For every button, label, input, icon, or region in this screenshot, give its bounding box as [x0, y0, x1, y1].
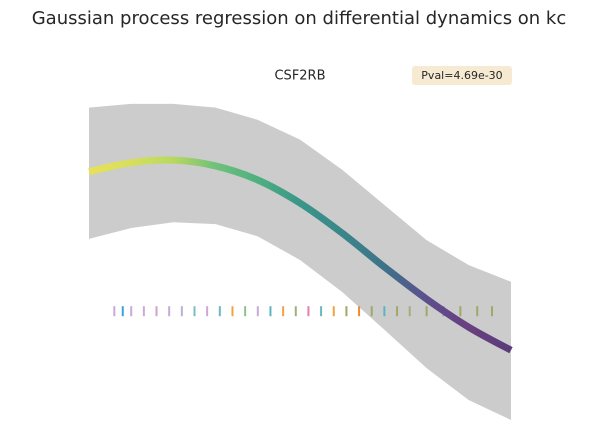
- confidence-band: [89, 103, 511, 420]
- subtitle: CSF2RB: [274, 69, 325, 84]
- mean-line: [88, 156, 513, 354]
- annotation-box: [412, 66, 512, 85]
- chart-title: Gaussian process regression on different…: [32, 8, 567, 29]
- annotation: Pval=4.69e-30: [421, 69, 502, 82]
